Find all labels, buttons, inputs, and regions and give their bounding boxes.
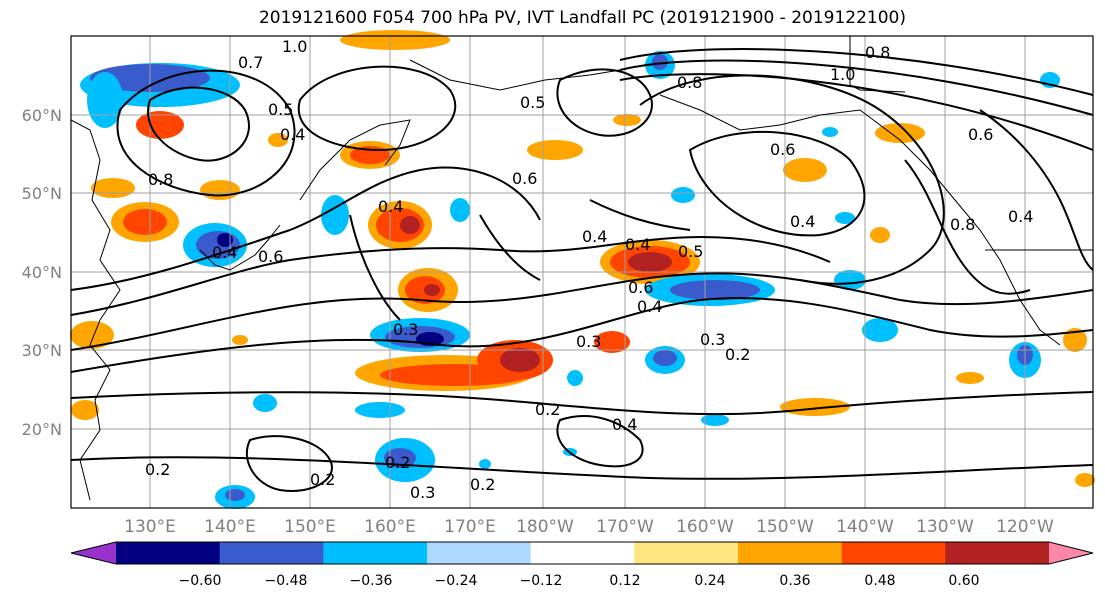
contour-label: 0.4 bbox=[280, 125, 305, 144]
contour-label: 0.4 bbox=[625, 235, 650, 254]
lon-label: 130°W bbox=[916, 517, 974, 537]
contour-label: 0.2 bbox=[470, 475, 495, 494]
lon-label: 140°W bbox=[836, 517, 894, 537]
contour-label: 0.5 bbox=[520, 93, 545, 112]
lon-label: 160°E bbox=[364, 517, 416, 537]
contour-label: 0.4 bbox=[378, 197, 403, 216]
lon-label: 170°E bbox=[444, 517, 496, 537]
contour-label: 0.3 bbox=[700, 330, 725, 349]
contour-label: 0.2 bbox=[535, 400, 560, 419]
colorbar-segment bbox=[219, 542, 324, 564]
colorbar-tick-label: −0.24 bbox=[435, 573, 478, 589]
lat-label: 60°N bbox=[22, 106, 62, 125]
contour-label: 0.2 bbox=[725, 345, 750, 364]
contour-label: 0.2 bbox=[385, 453, 410, 472]
latitude-labels: 60°N 50°N 40°N 30°N 20°N bbox=[22, 106, 62, 439]
colorbar-outline bbox=[70, 541, 1094, 565]
colorbar-tick-labels: −0.60 −0.48 −0.36 −0.24 −0.12 0.12 0.24 … bbox=[179, 573, 980, 589]
colorbar-tick-label: 0.36 bbox=[779, 573, 810, 589]
contour-label: 0.5 bbox=[678, 242, 703, 261]
contour-label: 0.6 bbox=[770, 140, 795, 159]
colorbar-segment bbox=[323, 542, 428, 564]
lat-label: 20°N bbox=[22, 420, 62, 439]
contour-label: 0.3 bbox=[393, 320, 418, 339]
contour-label: 0.6 bbox=[512, 169, 537, 188]
colorbar-extend-max bbox=[1049, 542, 1093, 564]
colorbar-extend-min bbox=[71, 542, 116, 564]
contour-label: 1.0 bbox=[830, 65, 855, 84]
contour-label: 0.4 bbox=[1008, 207, 1033, 226]
contour-label: 0.8 bbox=[865, 43, 890, 62]
contour-label: 0.3 bbox=[576, 332, 601, 351]
lon-label: 160°W bbox=[676, 517, 734, 537]
contour-label: 0.5 bbox=[268, 100, 293, 119]
colorbar-tick-label: 0.48 bbox=[864, 573, 895, 589]
contour-label: 0.2 bbox=[145, 460, 170, 479]
colorbar-segment bbox=[116, 542, 221, 564]
lon-label: 180°W bbox=[516, 517, 574, 537]
colorbar-tick-label: 0.24 bbox=[694, 573, 725, 589]
map-title: 2019121600 F054 700 hPa PV, IVT Landfall… bbox=[258, 8, 906, 28]
contour-label: 0.4 bbox=[637, 297, 662, 316]
lon-label: 150°W bbox=[756, 517, 814, 537]
contour-label: 0.7 bbox=[238, 53, 263, 72]
map-panel bbox=[70, 30, 1095, 509]
contour-label: 0.6 bbox=[968, 125, 993, 144]
colorbar-tick-label: −0.36 bbox=[350, 573, 393, 589]
colorbar-segment bbox=[738, 542, 843, 564]
contour-label: 0.8 bbox=[677, 73, 702, 92]
colorbar-segment bbox=[634, 542, 739, 564]
colorbar-segment bbox=[841, 542, 946, 564]
lon-label: 140°E bbox=[204, 517, 256, 537]
colorbar-tick-label: 0.60 bbox=[948, 573, 979, 589]
contour-label: 0.2 bbox=[310, 470, 335, 489]
contour-label: 0.8 bbox=[148, 170, 173, 189]
colorbar-tick-label: −0.12 bbox=[520, 573, 563, 589]
contour-label: 0.4 bbox=[582, 227, 607, 246]
contour-label: 0.8 bbox=[950, 215, 975, 234]
contour-label: 0.4 bbox=[612, 415, 637, 434]
pv-contours bbox=[70, 48, 1094, 492]
contour-label: 1.0 bbox=[282, 37, 307, 56]
colorbar-tick-label: 0.12 bbox=[609, 573, 640, 589]
contour-label: 0.6 bbox=[258, 247, 283, 266]
colorbar-segment bbox=[530, 542, 635, 564]
colorbar-segment bbox=[945, 542, 1050, 564]
lat-label: 40°N bbox=[22, 263, 62, 282]
longitude-labels: 130°E 140°E 150°E 160°E 170°E 180°W 170°… bbox=[124, 517, 1054, 537]
colorbar-tick-label: −0.60 bbox=[179, 573, 222, 589]
lat-label: 50°N bbox=[22, 184, 62, 203]
contour-label: 0.3 bbox=[410, 483, 435, 502]
lon-label: 120°W bbox=[996, 517, 1054, 537]
contour-label: 0.4 bbox=[790, 212, 815, 231]
colorbar-segments bbox=[70, 541, 1094, 565]
lon-label: 130°E bbox=[124, 517, 176, 537]
lon-label: 150°E bbox=[284, 517, 336, 537]
lon-label: 170°W bbox=[596, 517, 654, 537]
colorbar-tick-label: −0.48 bbox=[265, 573, 308, 589]
contour-label: 0.4 bbox=[212, 243, 237, 262]
contour-label: 0.6 bbox=[628, 278, 653, 297]
contour-labels: 1.0 0.7 0.5 0.4 0.8 0.6 0.4 0.4 0.6 0.3 … bbox=[145, 37, 1033, 502]
colorbar-segment bbox=[427, 542, 532, 564]
colorbar: −0.60 −0.48 −0.36 −0.24 −0.12 0.12 0.24 … bbox=[70, 541, 1094, 589]
lat-label: 30°N bbox=[22, 341, 62, 360]
